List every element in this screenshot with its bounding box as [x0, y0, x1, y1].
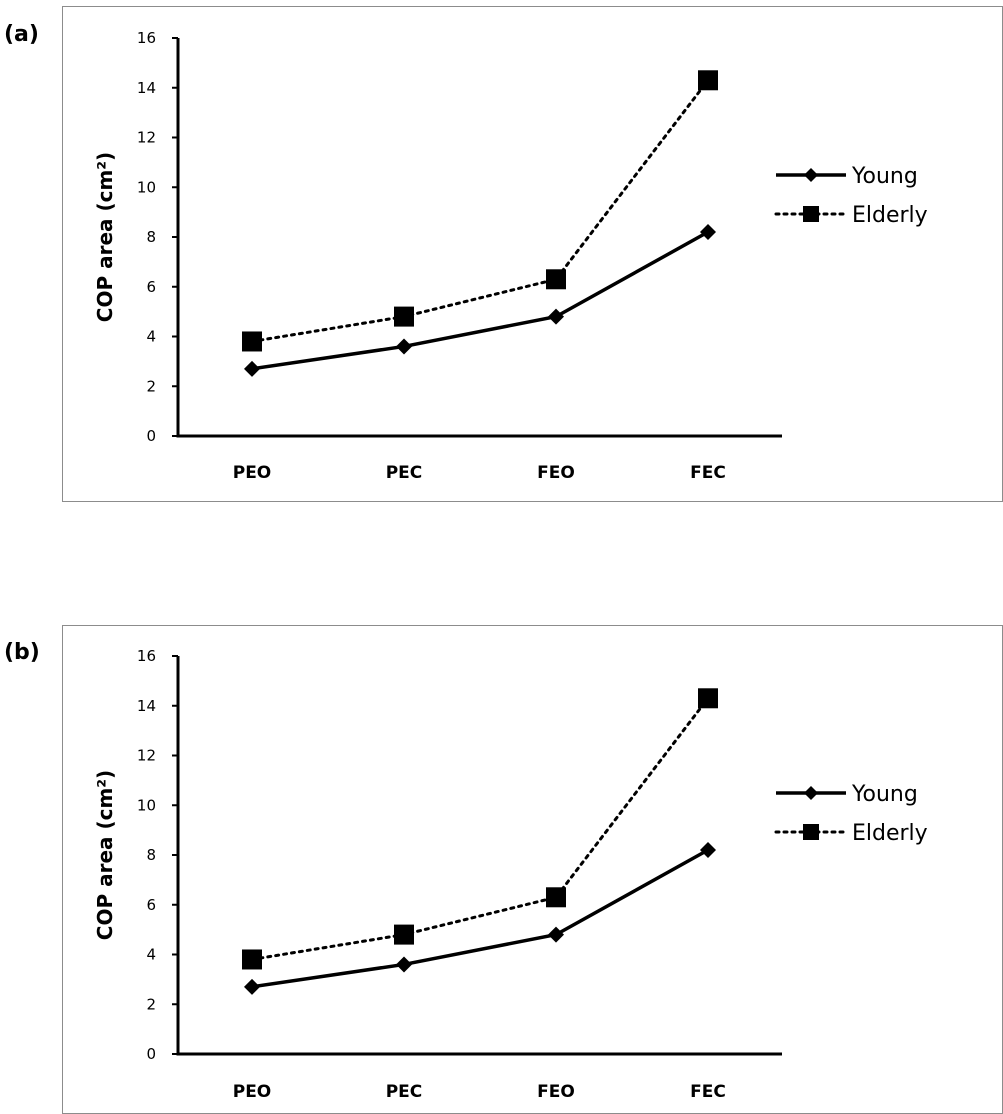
y-tick-label: 4 [146, 328, 156, 346]
x-category-label: FEO [537, 1082, 575, 1102]
y-tick-label: 2 [146, 995, 156, 1013]
legend-label-young: Young [851, 164, 918, 189]
y-tick-label: 14 [137, 697, 156, 715]
legend-label-elderly: Elderly [852, 821, 928, 846]
y-tick-label: 0 [146, 1045, 156, 1063]
data-point-young [700, 224, 716, 241]
x-category-label: PEO [233, 1082, 272, 1102]
data-point-young [396, 956, 412, 973]
y-tick-label: 8 [146, 228, 156, 246]
y-axis-label: COP area (cm²) [93, 152, 117, 322]
legend-label-elderly: Elderly [852, 203, 928, 228]
data-point-elderly [394, 924, 414, 945]
data-point-elderly [242, 331, 262, 352]
data-point-young [700, 842, 716, 859]
data-point-young [244, 360, 260, 377]
series-line-elderly [250, 78, 710, 343]
legend-marker-young [804, 168, 818, 182]
legend-marker-elderly [803, 206, 819, 222]
chart-frame-a [62, 6, 1003, 502]
y-tick-label: 8 [146, 846, 156, 864]
data-point-elderly [546, 887, 566, 908]
series-line-young [251, 230, 709, 371]
y-tick-label: 12 [137, 129, 156, 147]
y-tick-label: 2 [146, 377, 156, 395]
x-category-label: FEC [690, 1082, 726, 1102]
y-tick-label: 16 [137, 29, 156, 47]
x-category-label: PEC [386, 463, 423, 483]
x-category-label: PEO [233, 463, 272, 483]
legend-marker-elderly [803, 824, 819, 840]
y-axis-label: COP area (cm²) [93, 770, 117, 940]
y-tick-label: 0 [146, 427, 156, 445]
line-chart-a: 0 2 4 6 8 10 12 14 16 PEO PEC FEO FEC COP area (cm²) Y… [93, 29, 928, 483]
data-point-elderly [394, 306, 414, 327]
legend-marker-young [804, 786, 818, 800]
data-point-young [548, 926, 564, 943]
y-tick-label: 6 [146, 278, 156, 296]
y-tick-label: 16 [137, 647, 156, 665]
data-point-elderly [242, 949, 262, 970]
data-point-elderly [698, 70, 718, 91]
data-point-elderly [546, 269, 566, 290]
data-point-young [244, 978, 260, 995]
y-tick-label: 10 [137, 178, 156, 196]
x-category-label: FEO [537, 463, 575, 483]
series-line-elderly [250, 696, 710, 961]
chart-frame-b [62, 625, 1003, 1114]
panel-label-b: (b) [4, 640, 40, 665]
x-category-label: FEC [690, 463, 726, 483]
legend-label-young: Young [851, 782, 918, 807]
series-line-young [251, 848, 709, 989]
y-tick-label: 4 [146, 946, 156, 964]
data-point-young [548, 308, 564, 325]
y-tick-label: 12 [137, 747, 156, 765]
data-point-elderly [698, 688, 718, 709]
data-point-young [396, 338, 412, 355]
y-tick-label: 6 [146, 896, 156, 914]
panel-label-a: (a) [4, 22, 39, 47]
x-category-label: PEC [386, 1082, 423, 1102]
y-tick-label: 10 [137, 796, 156, 814]
y-tick-label: 14 [137, 79, 156, 97]
